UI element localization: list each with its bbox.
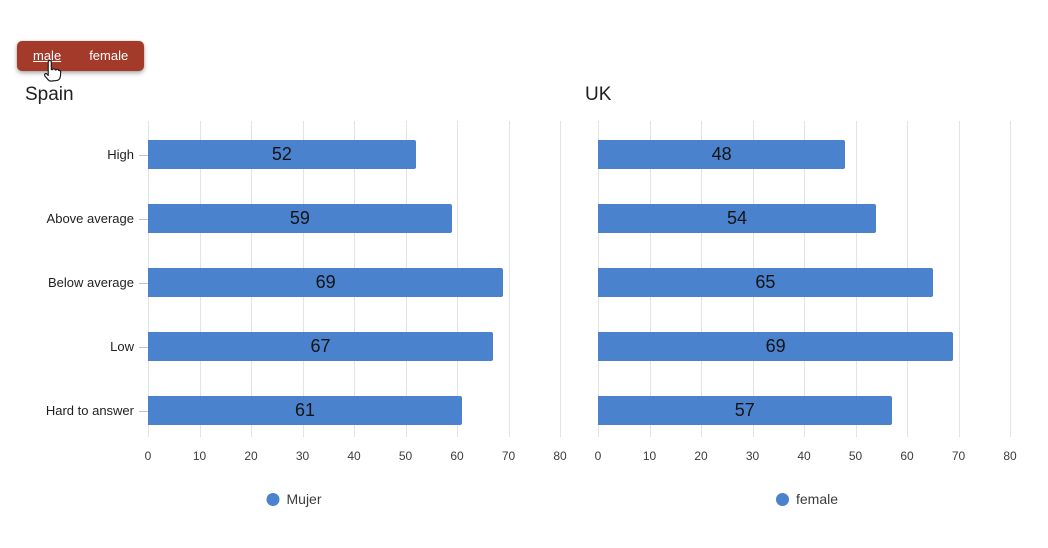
category-tick [139, 282, 148, 284]
x-tick-label: 30 [745, 449, 760, 463]
category-label: Hard to answer [45, 402, 134, 418]
bar-value-label: 69 [765, 336, 786, 356]
x-tick-label: 0 [594, 449, 602, 463]
data-bar[interactable] [598, 268, 933, 297]
hand-pointer-icon [43, 59, 62, 82]
category-tick [139, 218, 148, 220]
x-tick-label: 60 [900, 449, 914, 463]
legend-label: female [795, 491, 839, 507]
category-label: Above average [46, 210, 134, 226]
data-bar[interactable] [598, 332, 954, 361]
data-bar[interactable] [598, 140, 846, 169]
category-label: High [107, 146, 134, 162]
bar-value-label: 54 [727, 208, 748, 228]
bar-value-label: 59 [289, 208, 310, 228]
gridline [560, 121, 561, 437]
legend-marker-icon [266, 492, 280, 506]
gridline [1010, 121, 1011, 437]
x-tick-label: 30 [295, 449, 310, 463]
legend: female [775, 491, 839, 507]
chart-title: Spain [25, 84, 74, 105]
data-bar[interactable] [148, 396, 463, 425]
bar-value-label: 48 [711, 144, 732, 164]
x-tick-label: 70 [501, 449, 516, 463]
x-tick-label: 10 [642, 449, 657, 463]
legend-marker-icon [775, 492, 789, 506]
x-tick-label: 80 [1003, 449, 1017, 463]
toggle-option-female[interactable]: female [89, 48, 129, 63]
x-tick-label: 0 [144, 449, 152, 463]
gridline [508, 121, 510, 437]
x-tick-label: 50 [398, 449, 413, 463]
x-tick-label: 70 [951, 449, 966, 463]
chart-title: UK [585, 84, 612, 105]
data-bar[interactable] [148, 268, 504, 297]
x-tick-label: 60 [450, 449, 464, 463]
toggle-option-male[interactable]: male [33, 48, 62, 63]
bar-value-label: 69 [315, 272, 336, 292]
category-label: Low [110, 338, 134, 354]
data-bar[interactable] [148, 204, 452, 233]
bar-value-label: 65 [755, 272, 776, 292]
x-tick-label: 40 [347, 449, 361, 463]
category-label: Below average [48, 274, 134, 290]
category-tick [139, 410, 148, 412]
gridline [958, 121, 960, 437]
x-tick-label: 40 [797, 449, 811, 463]
x-tick-label: 20 [244, 449, 258, 463]
gender-toggle[interactable]: male female [17, 41, 145, 71]
data-bar[interactable] [598, 396, 892, 425]
data-bar[interactable] [148, 332, 494, 361]
legend-label: Mujer [286, 491, 322, 507]
bar-value-label: 57 [734, 400, 755, 420]
legend: Mujer [266, 491, 322, 507]
data-bar[interactable] [148, 140, 416, 169]
x-tick-label: 20 [694, 449, 708, 463]
bar-value-label: 61 [295, 400, 316, 420]
bar-value-label: 67 [310, 336, 331, 356]
data-bar[interactable] [598, 204, 877, 233]
category-tick [139, 346, 148, 348]
category-tick [139, 154, 148, 156]
x-tick-label: 50 [848, 449, 863, 463]
x-tick-label: 10 [192, 449, 207, 463]
bar-value-label: 52 [271, 144, 292, 164]
x-tick-label: 80 [553, 449, 567, 463]
